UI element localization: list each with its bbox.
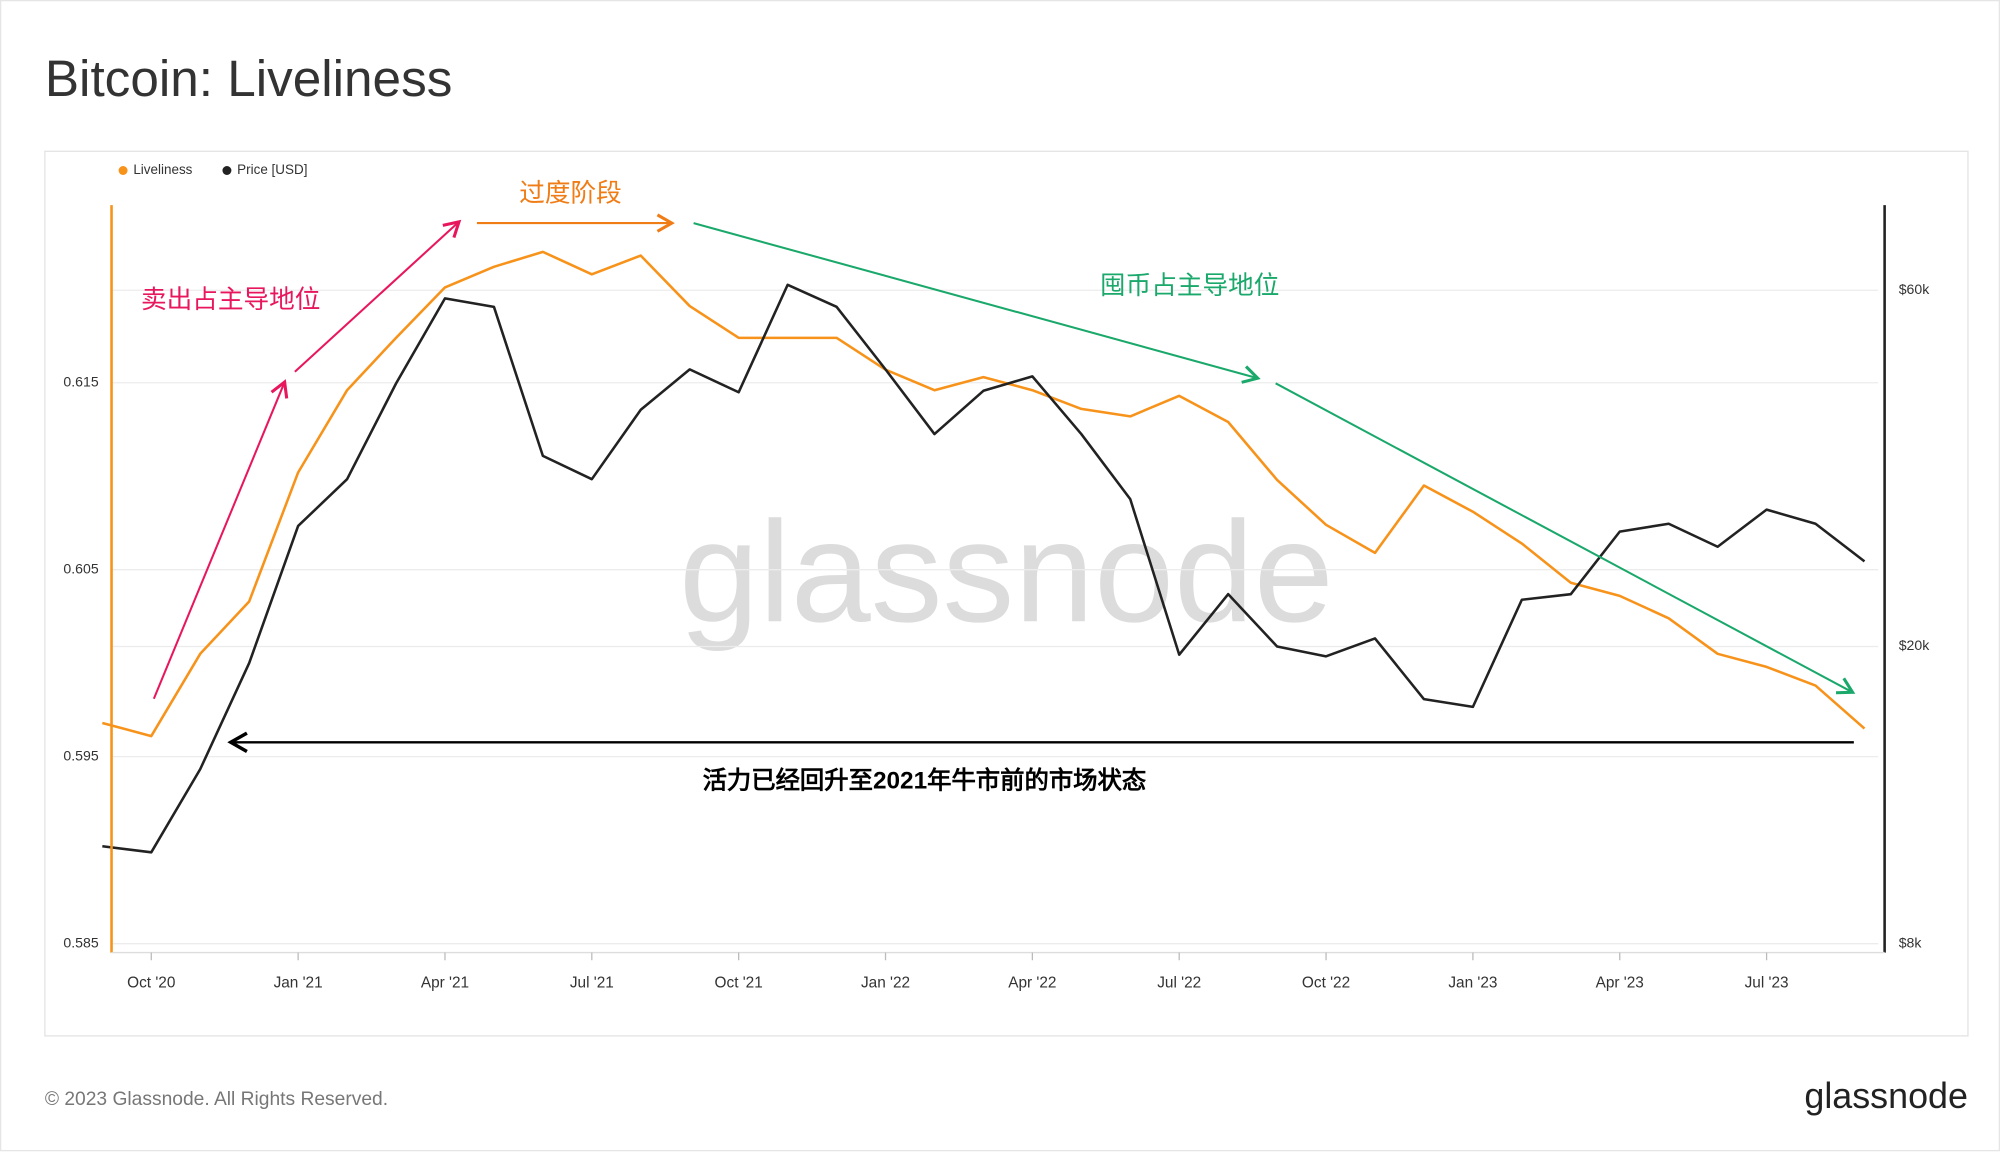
arrow <box>693 222 1261 384</box>
y-tick-label: 0.605 <box>63 560 98 576</box>
arrow <box>152 379 289 700</box>
x-tick-label: Oct '22 <box>1302 974 1350 991</box>
x-tick-label: Jul '22 <box>1157 974 1201 991</box>
x-tick-label: Jul '21 <box>570 974 614 991</box>
x-tick-label: Apr '23 <box>1596 974 1644 991</box>
x-tick-label: Oct '21 <box>715 974 763 991</box>
y-tick-label: 0.595 <box>63 747 98 763</box>
y2-tick-label: $20k <box>1899 637 1931 653</box>
series-line <box>102 250 1866 738</box>
legend-label: Price [USD] <box>237 162 307 177</box>
x-tick-label: Apr '21 <box>421 974 469 991</box>
legend-label: Liveliness <box>133 162 192 177</box>
y2-tick-label: $8k <box>1899 934 1923 950</box>
arrow <box>1275 382 1856 695</box>
legend-marker <box>118 166 128 175</box>
watermark: glassnode <box>679 492 1334 652</box>
annotation: 卖出占主导地位 <box>141 285 320 314</box>
plot-frame <box>44 150 1969 1037</box>
logo: glassnode <box>1804 1076 1968 1116</box>
series-line <box>102 283 1866 854</box>
y-tick-label: 0.585 <box>63 934 98 950</box>
annotation: 活力已经回升至2021年牛市前的市场状态 <box>703 766 1147 794</box>
x-tick-label: Jan '23 <box>1448 974 1497 991</box>
chart-title: Bitcoin: Liveliness <box>45 50 452 107</box>
y-tick-label: 0.615 <box>63 373 98 389</box>
x-tick-label: Apr '22 <box>1008 974 1056 991</box>
grid <box>111 289 1879 945</box>
x-tick-label: Jan '21 <box>274 974 323 991</box>
copyright: © 2023 Glassnode. All Rights Reserved. <box>45 1089 388 1110</box>
annotation: 过度阶段 <box>519 179 622 208</box>
legend-marker <box>222 166 232 175</box>
annotation-arrows <box>152 213 1856 754</box>
x-tick-label: Jan '22 <box>861 974 910 991</box>
annotation: 囤币占主导地位 <box>1100 271 1279 300</box>
x-tick-label: Jul '23 <box>1745 974 1789 991</box>
lines <box>102 250 1866 854</box>
y2-tick-label: $60k <box>1899 281 1931 297</box>
arrow <box>294 219 462 373</box>
x-tick-label: Oct '20 <box>127 974 175 991</box>
